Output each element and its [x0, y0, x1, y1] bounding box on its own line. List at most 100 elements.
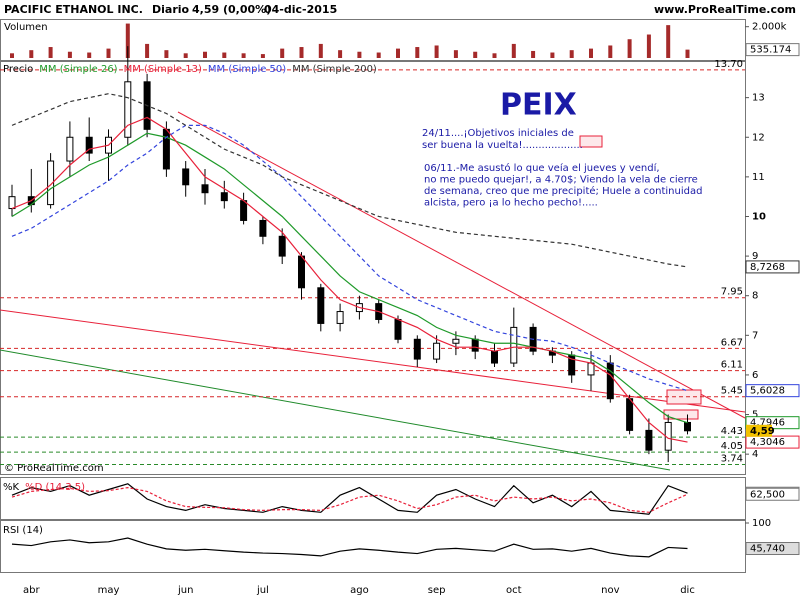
volume-bar — [396, 48, 400, 58]
volume-bar — [646, 34, 651, 58]
volume-bar — [106, 48, 111, 58]
frame — [0, 19, 746, 61]
candle-body — [606, 362, 614, 400]
ma-last-label-box — [745, 384, 800, 398]
volume-bar — [299, 47, 304, 58]
candle-body — [491, 350, 498, 364]
candle-body — [85, 136, 93, 154]
note: de semana, creo que me precipité; Huele … — [424, 185, 702, 197]
ma-last-label-box — [745, 435, 800, 449]
symbol-annotation: PEIX — [500, 88, 577, 123]
candle-body — [47, 160, 55, 206]
volume-bar — [627, 39, 632, 58]
date: 04-dic-2015 — [264, 3, 337, 16]
candle-body — [240, 200, 248, 221]
x-tick-label: oct — [506, 585, 522, 596]
volume-bar — [492, 53, 497, 58]
indicator-last-label: 45,740 — [750, 544, 785, 555]
last-value-label: 535.174 — [750, 45, 791, 56]
trend-line — [177, 111, 746, 419]
trend-line — [0, 309, 746, 413]
volume-bar — [608, 45, 613, 58]
legend-entry: MM (Simple 200) — [292, 64, 377, 75]
moving-average — [11, 124, 688, 392]
y-tick-label: 9 — [752, 251, 758, 262]
volume-bar — [531, 50, 536, 58]
volume-bar — [29, 50, 34, 58]
candle-body — [259, 219, 267, 237]
volume-bar — [685, 49, 690, 58]
ma-last-label: 4,7946 — [750, 418, 785, 429]
instrument-title: PACIFIC ETHANOL INC. — [4, 3, 143, 16]
indicator-line — [11, 537, 688, 558]
volume-bar — [183, 53, 188, 58]
note: 06/11.-Me asustó lo que veía el jueves y… — [424, 162, 660, 174]
x-tick-label: dic — [680, 585, 695, 596]
y-tick-label: 13 — [752, 93, 765, 104]
note: alcista, pero ¡a lo hecho pecho!..... — [424, 198, 598, 209]
y-tick-label: 11 — [752, 172, 765, 183]
candle-body — [201, 184, 209, 194]
volume-bar — [666, 25, 671, 59]
period: Diario — [152, 3, 190, 16]
y-tick-label: 2.000k — [752, 22, 787, 33]
quote: 4,59 (0,00%) — [192, 3, 271, 16]
level-label: 5.45 — [721, 386, 743, 397]
x-tick-label: may — [98, 585, 120, 596]
candle-body — [317, 287, 325, 324]
last-value-label-box — [745, 43, 800, 57]
ma-last-label: 8,7268 — [750, 262, 785, 273]
level-label: 4.05 — [721, 441, 743, 452]
volume-bar — [511, 43, 516, 58]
y-tick-label: 100 — [752, 518, 771, 529]
volume-bar — [376, 52, 381, 58]
price-label-box — [746, 424, 772, 437]
level-label: 6.11 — [721, 360, 743, 371]
legend-entry: %K — [3, 482, 20, 493]
volume-bar — [453, 50, 458, 58]
indicator-last-label: 62,500 — [750, 489, 785, 500]
volume-bar — [434, 45, 439, 58]
legend-entry: Precio — [3, 64, 33, 75]
volume-bar — [280, 48, 285, 58]
volume-bar — [67, 51, 72, 58]
volume-bar — [48, 47, 53, 58]
volume-bar — [260, 54, 265, 58]
level-label: 13.70 — [714, 59, 743, 70]
level-label: 3.74 — [721, 453, 743, 464]
candle-body — [471, 338, 479, 352]
indicator-line — [11, 483, 688, 515]
trend-line — [0, 349, 671, 471]
candle-body — [413, 338, 421, 360]
volume-bar — [569, 50, 574, 58]
volume-bar — [10, 53, 14, 58]
candle-body — [645, 429, 653, 451]
candle-body — [510, 326, 518, 364]
volume-bar — [164, 50, 169, 58]
footer: © ProRealTime.com — [4, 463, 104, 474]
y-tick-label: 10 — [752, 211, 766, 222]
legend-entry: MM (Simple 13) — [124, 64, 202, 75]
legend-entry: MM (Simple 50) — [208, 64, 286, 75]
candle-body — [626, 398, 634, 431]
target-box — [663, 409, 699, 420]
indicator-last-label-box — [745, 487, 800, 501]
legend-entry: RSI (14) — [3, 525, 43, 536]
volume-bar — [473, 51, 478, 58]
candle-body — [684, 421, 691, 432]
note: no me puedo quejar!, a 4.70$; Viendo la … — [424, 175, 698, 186]
note: 24/11....¡Objetivos iniciales de — [422, 128, 574, 139]
volume-bar — [338, 50, 343, 58]
site: www.ProRealTime.com — [654, 3, 796, 16]
legend-entry: %D (14 3 5) — [25, 482, 85, 493]
candle-body — [124, 81, 132, 138]
candle-body — [336, 311, 344, 324]
volume-bar — [222, 52, 227, 58]
ma-last-label-box — [745, 260, 800, 274]
candle-body — [182, 168, 190, 186]
indicator-line — [11, 486, 688, 513]
volume-bar — [550, 52, 555, 58]
x-tick-label: jul — [256, 585, 269, 596]
indicator-last-label-box — [745, 542, 800, 556]
